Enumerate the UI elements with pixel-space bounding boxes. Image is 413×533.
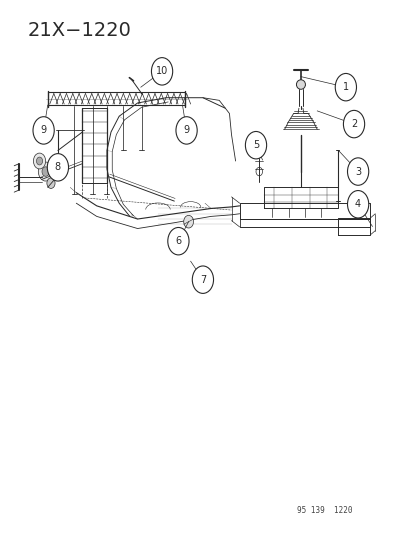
Text: 6: 6	[175, 236, 181, 246]
Text: 9: 9	[40, 125, 47, 135]
Circle shape	[47, 154, 69, 181]
Text: 10: 10	[156, 66, 168, 76]
Circle shape	[335, 74, 356, 101]
Text: 21X−1220: 21X−1220	[27, 21, 131, 40]
Text: 4: 4	[354, 199, 360, 209]
Circle shape	[151, 58, 172, 85]
Circle shape	[347, 158, 368, 185]
Circle shape	[343, 110, 364, 138]
Circle shape	[38, 162, 53, 181]
Circle shape	[33, 153, 45, 169]
Circle shape	[33, 117, 54, 144]
Ellipse shape	[296, 80, 305, 90]
Circle shape	[36, 157, 43, 165]
Text: 9: 9	[183, 125, 189, 135]
Text: 5: 5	[252, 140, 259, 150]
Circle shape	[192, 266, 213, 293]
Text: 7: 7	[199, 274, 206, 285]
Circle shape	[176, 117, 197, 144]
Circle shape	[42, 167, 49, 176]
Text: 3: 3	[354, 166, 360, 176]
Circle shape	[347, 191, 368, 218]
Circle shape	[245, 132, 266, 159]
Text: 1: 1	[342, 82, 348, 92]
Circle shape	[183, 215, 193, 228]
Circle shape	[167, 228, 189, 255]
Circle shape	[47, 178, 55, 189]
Text: 95 139  1220: 95 139 1220	[296, 506, 351, 515]
Text: 2: 2	[350, 119, 356, 129]
Text: 8: 8	[55, 163, 61, 172]
